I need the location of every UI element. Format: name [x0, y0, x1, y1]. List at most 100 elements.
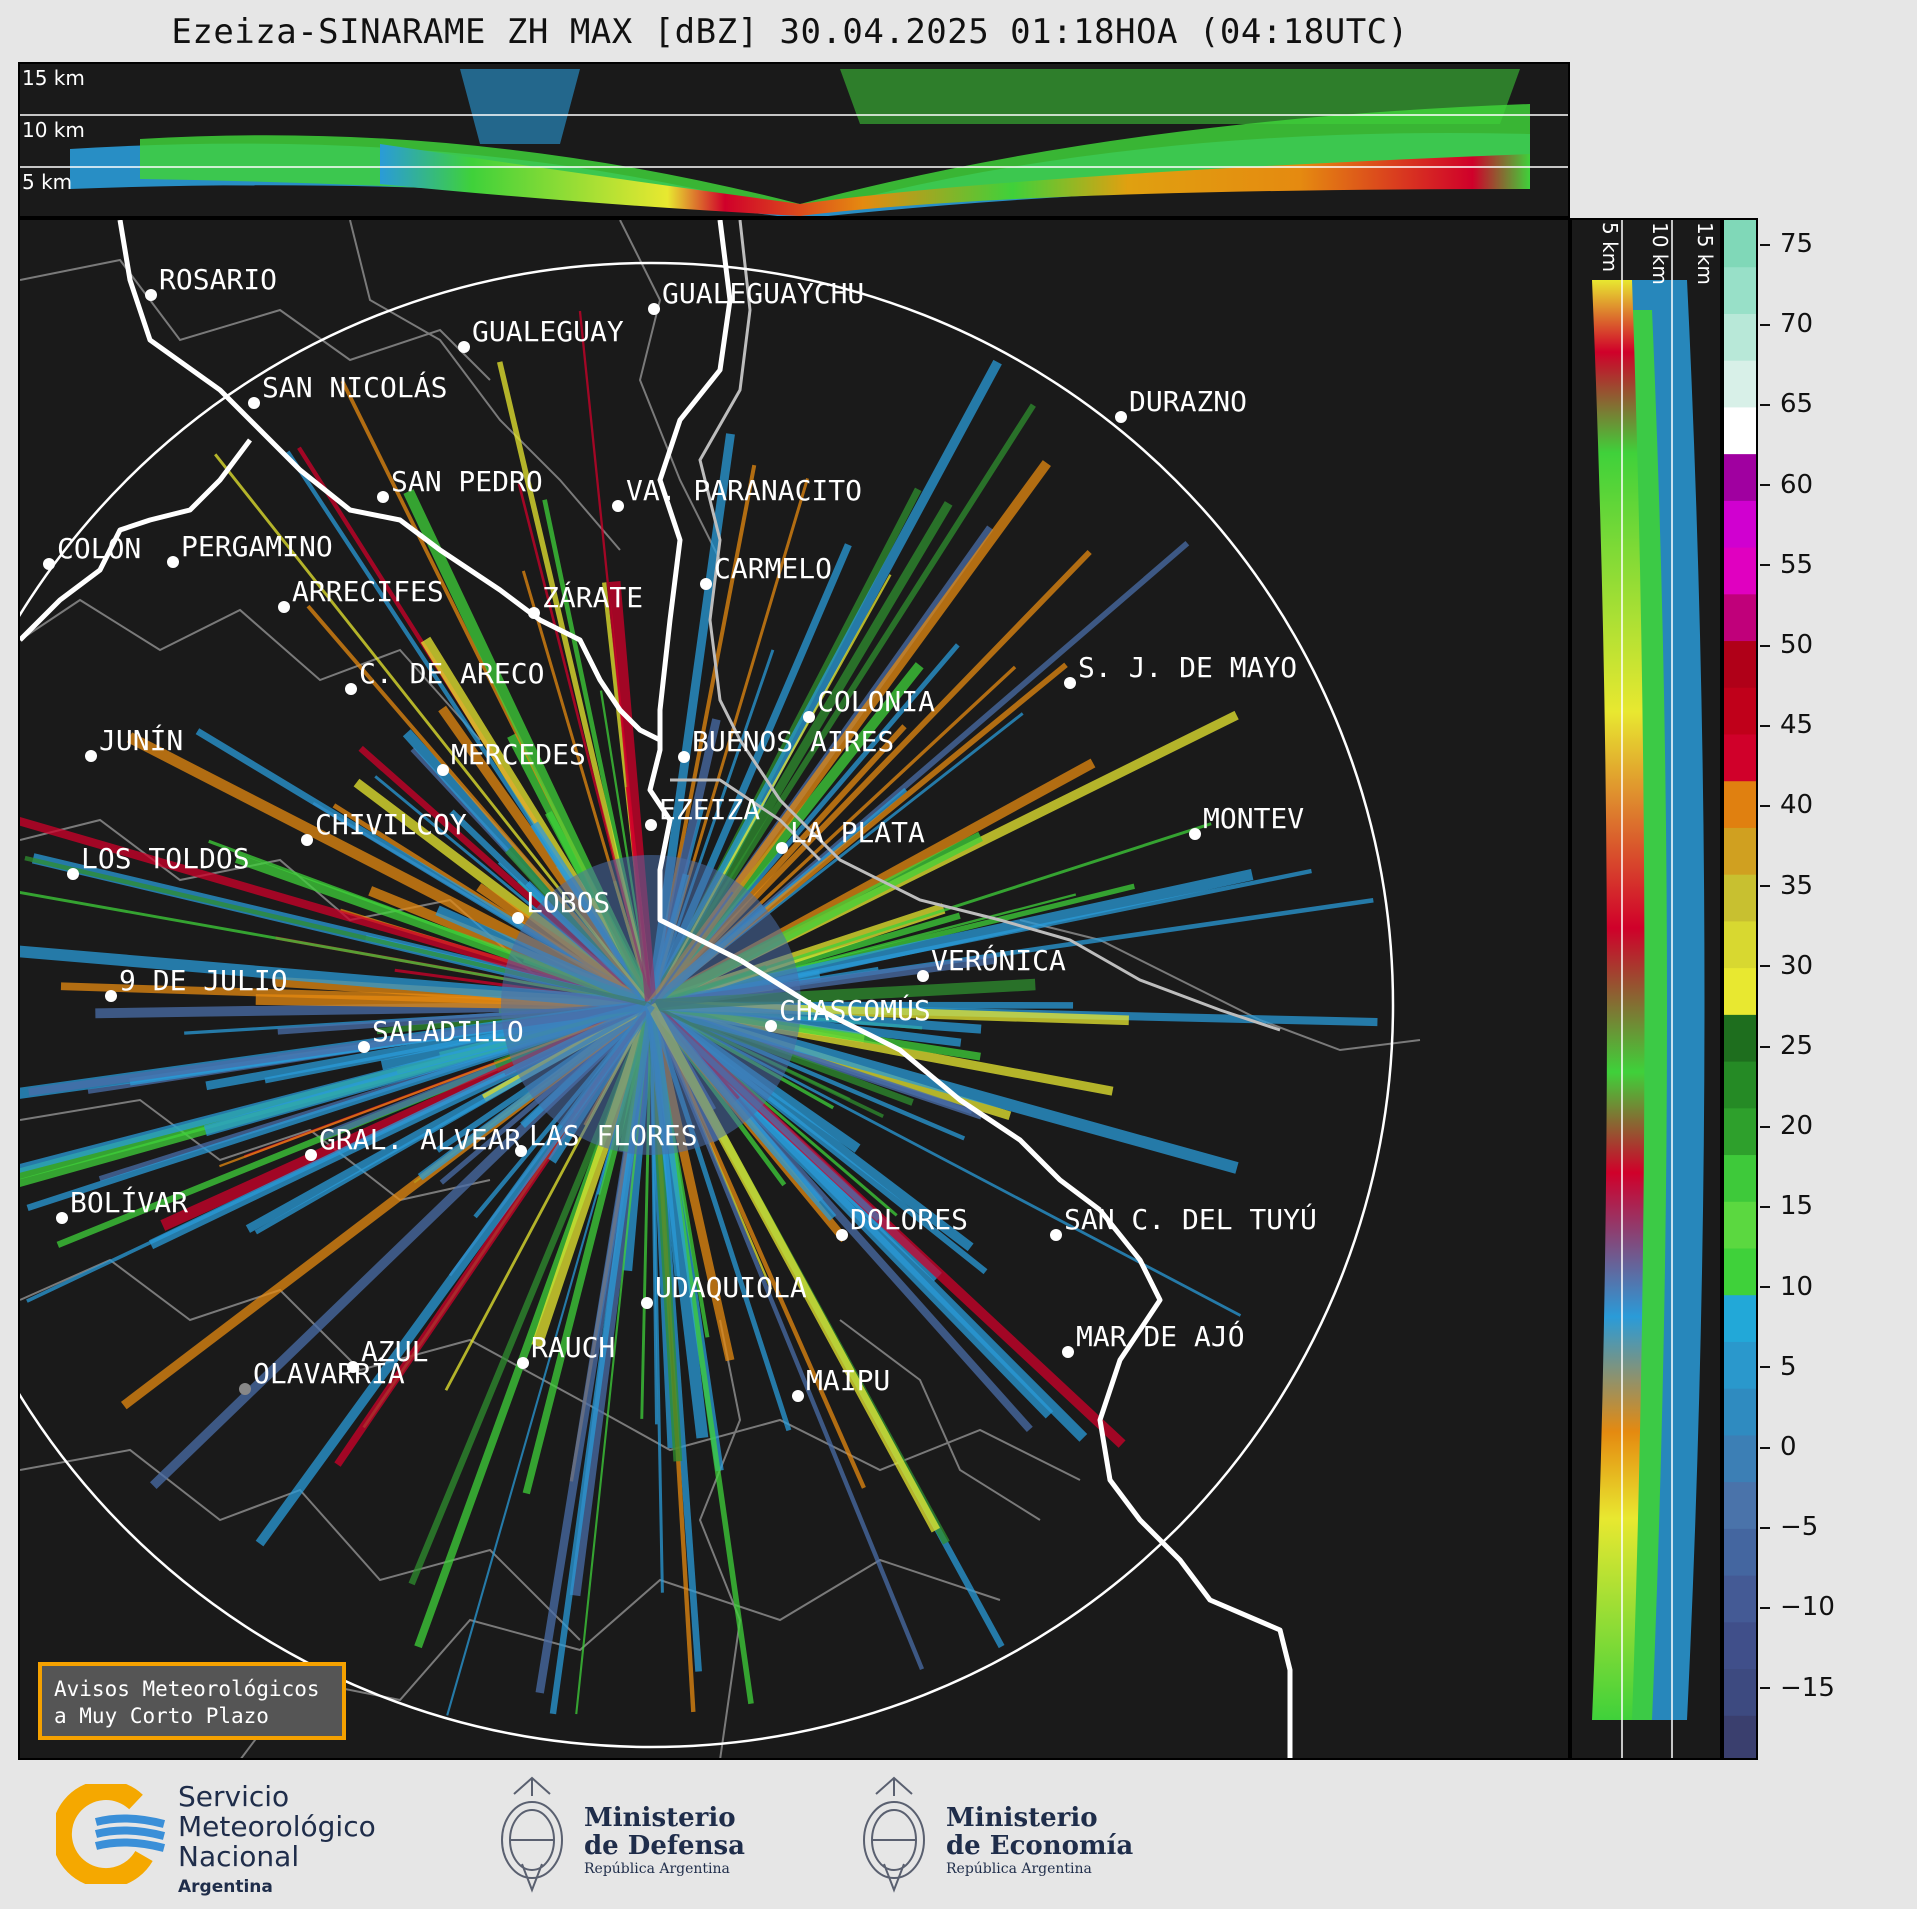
city-label: ROSARIO — [159, 263, 277, 296]
city-marker — [517, 1357, 529, 1369]
city-label: SAN C. DEL TUYÚ — [1064, 1202, 1317, 1236]
colorbar-swatch — [1724, 500, 1756, 548]
city-label: MAR DE AJÓ — [1076, 1319, 1245, 1353]
colorbar-tick-label: 10 — [1760, 1272, 1813, 1302]
colorbar-tick-label: 50 — [1760, 630, 1813, 660]
colorbar-ticks: 75 70 65 60 55 50 45 40 35 30 25 20 15 10 5 0 −5 −10 −15 — [1760, 218, 1840, 1760]
admin-borders — [20, 220, 1421, 1758]
side-cross-section-plot — [1592, 220, 1705, 1758]
colorbar-swatch — [1724, 1014, 1756, 1062]
city-label: MERCEDES — [451, 738, 586, 771]
colorbar-tick-label: −15 — [1760, 1673, 1835, 1703]
city-label: SAN NICOLÁS — [262, 370, 447, 404]
city-label: SAN PEDRO — [391, 465, 543, 498]
defensa-seal-icon — [501, 1776, 563, 1893]
colorbar-tick-label: 65 — [1760, 389, 1813, 419]
colorbar-swatch — [1724, 1434, 1756, 1483]
city-label: DURAZNO — [1129, 385, 1247, 418]
top-cross-section-panel: 15 km 10 km 5 km — [18, 62, 1570, 218]
economia-seal-icon — [863, 1776, 925, 1893]
city-marker — [641, 1297, 653, 1309]
colorbar-swatches — [1724, 220, 1756, 1758]
city-marker — [458, 341, 470, 353]
colorbar-swatch — [1724, 687, 1756, 735]
city-marker — [528, 607, 540, 619]
city-label: VERÓNICA — [931, 943, 1066, 977]
city-label: C. DE ARECO — [359, 657, 544, 690]
colorbar-swatch — [1724, 360, 1756, 408]
colorbar-swatch — [1724, 547, 1756, 595]
smn-line-2: Meteorológico — [178, 1810, 376, 1843]
city-marker — [765, 1020, 777, 1032]
city-marker — [515, 1145, 527, 1157]
city-marker — [248, 397, 260, 409]
city-label: LAS FLORES — [529, 1119, 698, 1152]
city-label: PERGAMINO — [181, 530, 333, 563]
aviso-line-1: Avisos Meteorológicos — [54, 1677, 320, 1701]
city-label: CARMELO — [714, 552, 832, 585]
colorbar-swatch — [1724, 1388, 1756, 1436]
rivers-coastline — [20, 220, 1293, 1758]
chart-title: Ezeiza-SINARAME ZH MAX [dBZ] 30.04.2025 … — [171, 12, 1409, 52]
city-marker — [345, 683, 357, 695]
colorbar-swatch — [1724, 1528, 1756, 1576]
smn-line-3: Nacional — [178, 1840, 300, 1873]
city-label: LOBOS — [526, 886, 610, 919]
economia-logo-text: Ministerio de Economía República Argenti… — [946, 1804, 1133, 1878]
colorbar-swatch — [1724, 1248, 1756, 1296]
city-label: BOLÍVAR — [70, 1185, 188, 1219]
colorbar-tick-label: 75 — [1760, 229, 1813, 259]
city-marker — [836, 1229, 848, 1241]
colorbar-tick-label: 25 — [1760, 1031, 1813, 1061]
city-label: BUENOS AIRES — [692, 725, 894, 758]
colorbar-tick-label: 55 — [1760, 550, 1813, 580]
radar-echo-rays — [20, 310, 1378, 1716]
city-marker — [917, 970, 929, 982]
city-label: GRAL. ALVEAR — [319, 1123, 521, 1156]
economia-line-2: de Economía — [946, 1831, 1134, 1861]
city-label: AZUL — [361, 1335, 428, 1368]
city-markers: ROSARIO GUALEGUAYCHU GUALEGUAY SAN NICOLÁS D… — [43, 263, 1317, 1402]
city-label: ZÁRATE — [542, 580, 643, 614]
colorbar-swatch — [1724, 1107, 1756, 1156]
colorbar-swatch — [1724, 406, 1756, 455]
aviso-box: Avisos Meteorológicos a Muy Corto Plazo — [38, 1662, 346, 1740]
colorbar-swatch — [1724, 220, 1756, 268]
colorbar-swatch — [1724, 1575, 1756, 1623]
colorbar-swatch — [1724, 453, 1756, 501]
city-marker — [1062, 1346, 1074, 1358]
city-marker — [648, 303, 660, 315]
city-marker — [347, 1361, 359, 1373]
colorbar-swatch — [1724, 1294, 1756, 1342]
colorbar-swatch — [1724, 1668, 1756, 1716]
city-label: JUNÍN — [99, 723, 183, 757]
city-marker — [1189, 828, 1201, 840]
city-label: COLON — [57, 532, 141, 565]
radar-map: ROSARIO GUALEGUAYCHU GUALEGUAY SAN NICOLÁS D… — [20, 220, 1421, 1758]
colorbar-tick-label: 45 — [1760, 710, 1813, 740]
colorbar-tick-label: 30 — [1760, 951, 1813, 981]
city-label: SALADILLO — [372, 1015, 524, 1048]
colorbar-tick-label: 15 — [1760, 1191, 1813, 1221]
city-marker — [792, 1390, 804, 1402]
city-marker — [700, 578, 712, 590]
city-label: CHASCOMÚS — [779, 993, 931, 1027]
city-marker — [305, 1149, 317, 1161]
defensa-logo-text: Ministerio de Defensa República Argentin… — [584, 1804, 745, 1878]
top-cross-section-plot — [20, 69, 1568, 216]
colorbar-swatch — [1724, 967, 1756, 1015]
city-label: COLONIA — [817, 685, 935, 718]
colorbar-swatch — [1724, 313, 1756, 361]
city-label: S. J. DE MAYO — [1078, 651, 1297, 684]
radar-near-field — [501, 855, 801, 1155]
city-label: VA. PARANACITO — [626, 474, 862, 507]
city-label: OLAVARRÍA — [253, 1356, 405, 1390]
city-label: DOLORES — [850, 1203, 968, 1236]
city-marker — [645, 819, 657, 831]
colorbar-tick-label: 0 — [1760, 1432, 1797, 1462]
colorbar-swatch — [1724, 920, 1756, 969]
city-label: 9 DE JULIO — [119, 964, 288, 997]
city-label: LOS TOLDOS — [81, 842, 250, 875]
top-altitude-label-5km: 5 km — [22, 170, 73, 194]
city-marker — [1050, 1229, 1062, 1241]
